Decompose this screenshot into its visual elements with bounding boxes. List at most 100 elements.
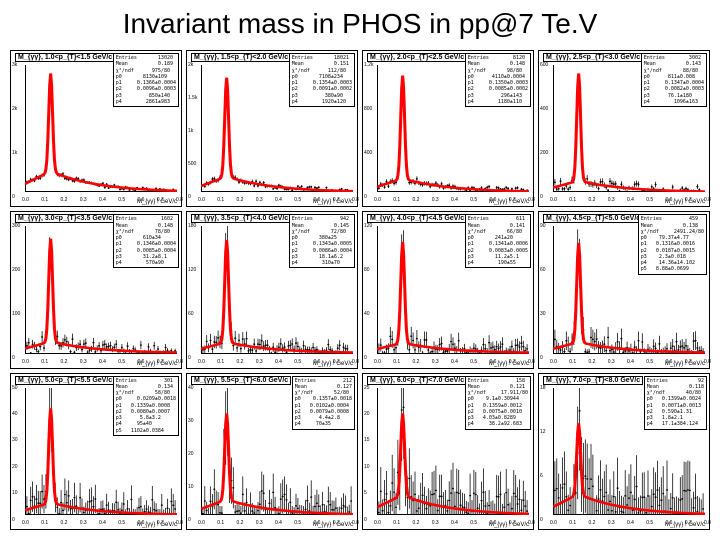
- y-tick: 500: [188, 161, 196, 167]
- stats-box: Entries 8120 Mean 0.148 χ²/ndf 98/80 p0 …: [465, 53, 531, 107]
- chart-panel: M_{γγ}, 2.0<p_{T}<2.5 GeV/cEntries 8120 …: [362, 50, 534, 207]
- stats-box: Entries 18021 Mean 0.151 χ²/ndf 112/80 p…: [289, 53, 355, 107]
- x-tick: 0.3: [432, 197, 439, 203]
- chart-panel: M_{γγ}, 1.0<p_{T}<1.5 GeV/cEntries 13020…: [10, 50, 182, 207]
- stats-box: Entries 301 Mean 0.134 χ²/ndf 58/80 p0 0…: [113, 376, 179, 436]
- x-tick: 0.2: [237, 359, 244, 365]
- y-tick: 0: [12, 194, 15, 200]
- y-tick: 30: [12, 437, 18, 443]
- stats-box: Entries 13020 Mean 0.189 χ²/ndf 975/80 p…: [113, 53, 179, 107]
- x-tick: 0.8: [176, 520, 183, 526]
- y-tick: 0: [364, 194, 367, 200]
- x-tick: 0.0: [198, 197, 205, 203]
- x-tick: 0.1: [217, 197, 224, 203]
- x-tick: 0.8: [704, 520, 711, 526]
- x-tick: 0.5: [118, 197, 125, 203]
- x-tick: 0.8: [704, 197, 711, 203]
- x-tick: 0.1: [41, 197, 48, 203]
- x-tick: 0.3: [256, 520, 263, 526]
- y-tick: 18: [540, 385, 546, 391]
- x-tick: 0.5: [118, 520, 125, 526]
- x-tick: 0.2: [61, 520, 68, 526]
- chart-panel: M_{γγ}, 5.5<p_{T}<6.0 GeV/cEntries 212 M…: [186, 373, 358, 530]
- x-tick: 0.7: [685, 359, 692, 365]
- x-tick: 0.4: [275, 520, 282, 526]
- y-tick: 0: [364, 355, 367, 361]
- stats-box: Entries 1602 Mean 0.148 χ²/ndf 78/80 p0 …: [113, 214, 179, 268]
- x-tick: 0.3: [432, 359, 439, 365]
- x-tick: 0.8: [528, 197, 535, 203]
- y-tick: 1.2k: [364, 62, 373, 68]
- y-tick: 3k: [12, 62, 17, 68]
- chart-panel: M_{γγ}, 7.0<p_{T}<8.0 GeV/cEntries 92 Me…: [538, 373, 710, 530]
- stats-box: Entries 611 Mean 0.141 χ²/ndf 66/80 p0 2…: [465, 214, 531, 268]
- x-tick: 0.3: [80, 359, 87, 365]
- x-tick: 0.4: [627, 197, 634, 203]
- x-tick: 0.7: [333, 520, 340, 526]
- chart-panel: M_{γγ}, 1.5<p_{T}<2.0 GeV/cEntries 18021…: [186, 50, 358, 207]
- x-tick: 0.2: [589, 520, 596, 526]
- x-tick: 0.4: [451, 197, 458, 203]
- y-tick: 400: [364, 150, 372, 156]
- x-tick: 0.7: [509, 520, 516, 526]
- x-tick: 0.1: [217, 520, 224, 526]
- x-tick: 0.0: [22, 359, 29, 365]
- y-tick: 1k: [188, 128, 193, 134]
- y-tick: 40: [364, 311, 370, 317]
- y-tick: 20: [188, 451, 194, 457]
- x-tick: 0.4: [451, 520, 458, 526]
- stats-box: Entries 212 Mean 0.127 χ²/ndf 52/80 p0 0…: [292, 376, 355, 430]
- panel-title: M_{γγ}, 5.5<p_{T}<6.0 GeV/c: [191, 376, 291, 385]
- x-tick: 0.6: [490, 197, 497, 203]
- y-tick: 6: [540, 473, 543, 479]
- x-tick: 0.8: [352, 197, 359, 203]
- x-tick: 0.0: [550, 359, 557, 365]
- panel-title: M_{γγ}, 2.0<p_{T}<2.5 GeV/c: [367, 53, 467, 62]
- x-tick: 0.5: [118, 359, 125, 365]
- x-tick: 0.2: [413, 520, 420, 526]
- y-tick: 300: [12, 223, 20, 229]
- chart-grid: M_{γγ}, 1.0<p_{T}<1.5 GeV/cEntries 13020…: [10, 50, 710, 530]
- x-tick: 0.5: [294, 359, 301, 365]
- x-tick: 0.1: [41, 359, 48, 365]
- x-tick: 0.4: [99, 197, 106, 203]
- x-tick: 0.0: [550, 520, 557, 526]
- x-tick: 0.6: [666, 520, 673, 526]
- y-tick: 30: [540, 311, 546, 317]
- y-tick: 1k: [12, 150, 17, 156]
- x-tick: 0.6: [666, 359, 673, 365]
- x-tick: 0.5: [294, 197, 301, 203]
- x-tick: 0.2: [589, 359, 596, 365]
- y-tick: 12: [540, 429, 546, 435]
- stats-box: Entries 92 Mean 0.118 χ²/ndf 40/80 p0 0.…: [644, 376, 707, 430]
- stats-box: Entries 158 Mean 0.121 χ²/ndf 17.911/80 …: [465, 376, 531, 430]
- x-tick: 0.0: [198, 520, 205, 526]
- x-tick: 0.4: [627, 520, 634, 526]
- y-tick: 180: [188, 223, 196, 229]
- x-tick: 0.5: [646, 520, 653, 526]
- x-tick: 0.1: [569, 359, 576, 365]
- x-tick: 0.3: [80, 520, 87, 526]
- x-tick: 0.3: [608, 197, 615, 203]
- x-tick: 0.5: [470, 520, 477, 526]
- y-tick: 120: [188, 267, 196, 273]
- x-tick: 0.7: [333, 197, 340, 203]
- y-tick: 0: [188, 517, 191, 523]
- y-tick: 5: [364, 490, 367, 496]
- x-tick: 0.4: [99, 520, 106, 526]
- panel-title: M_{γγ}, 3.0<p_{T}<3.5 GeV/c: [15, 214, 115, 223]
- y-tick: 90: [540, 223, 546, 229]
- y-tick: 20: [364, 411, 370, 417]
- x-tick: 0.1: [217, 359, 224, 365]
- x-tick: 0.2: [61, 359, 68, 365]
- y-tick: 40: [12, 411, 18, 417]
- panel-title: M_{γγ}, 1.5<p_{T}<2.0 GeV/c: [191, 53, 291, 62]
- y-tick: 2k: [188, 62, 193, 68]
- x-tick: 0.6: [314, 520, 321, 526]
- x-tick: 0.5: [646, 197, 653, 203]
- x-tick: 0.8: [176, 197, 183, 203]
- x-tick: 0.8: [352, 520, 359, 526]
- x-tick: 0.1: [41, 520, 48, 526]
- y-tick: 80: [364, 267, 370, 273]
- x-tick: 0.3: [256, 359, 263, 365]
